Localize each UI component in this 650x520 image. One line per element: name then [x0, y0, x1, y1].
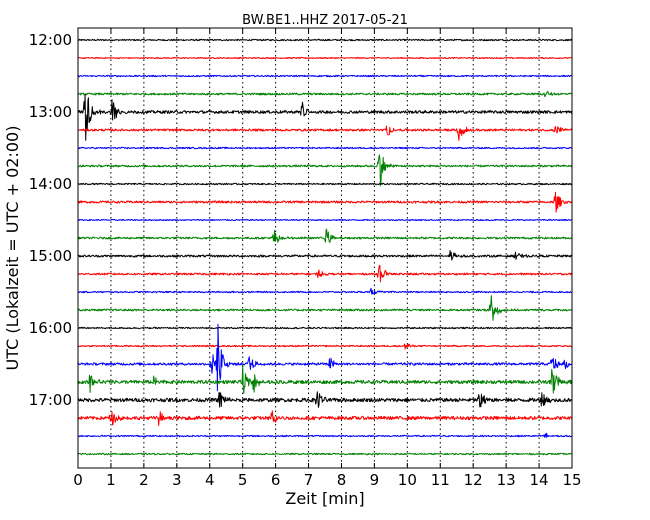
- trace-row-1230: [77, 74, 573, 78]
- trace-row-1515: [77, 265, 573, 283]
- trace-row-1745: [77, 452, 573, 456]
- trace-row-1600: [77, 326, 573, 330]
- trace-row-1645: [77, 364, 573, 394]
- x-tick-label: 11: [431, 471, 450, 489]
- trace-row-1345: [77, 154, 573, 187]
- y-tick-label: 15:00: [29, 247, 72, 265]
- x-axis-label: Zeit [min]: [285, 489, 364, 508]
- trace-row-1315: [77, 125, 573, 141]
- y-tick-label: 13:00: [29, 103, 72, 121]
- trace-row-1630: [77, 323, 573, 392]
- x-tick-label: 12: [464, 471, 483, 489]
- trace-row-1730: [78, 432, 573, 438]
- x-tick-label: 10: [398, 471, 417, 489]
- trace-row-1300: [77, 94, 573, 141]
- trace-row-1215: [77, 56, 573, 60]
- y-tick-label: 16:00: [29, 319, 72, 337]
- y-tick-label: 17:00: [29, 391, 72, 409]
- trace-row-1545: [77, 295, 573, 321]
- x-tick-label: 15: [562, 471, 581, 489]
- x-tick-label: 4: [205, 471, 215, 489]
- x-tick-label: 8: [337, 471, 347, 489]
- trace-row-1615: [77, 343, 573, 350]
- x-tick-label: 13: [497, 471, 516, 489]
- trace-row-1200: [77, 38, 573, 42]
- grid-layer: [110, 28, 540, 468]
- plot-frame: [77, 27, 573, 469]
- x-tick-label: 7: [304, 471, 314, 489]
- x-tick-label: 14: [530, 471, 549, 489]
- trace-row-1430: [77, 218, 573, 222]
- chart-title: BW.BE1..HHZ 2017-05-21: [242, 13, 408, 28]
- traces-layer: [77, 38, 573, 456]
- x-tick-label: 2: [139, 471, 149, 489]
- trace-row-1400: [78, 182, 573, 186]
- x-tick-label: 0: [73, 471, 83, 489]
- trace-row-1445: [77, 228, 572, 243]
- x-tick-label: 9: [370, 471, 380, 489]
- trace-row-1330: [77, 146, 573, 150]
- x-tick-label: 6: [271, 471, 281, 489]
- trace-row-1415: [77, 191, 573, 213]
- x-tick-label: 5: [238, 471, 248, 489]
- trace-row-1245: [77, 90, 573, 97]
- trace-row-1500: [77, 250, 573, 261]
- x-axis: 0 1 2 3 4 5 6 7 8 9 10 11 12 13 14 15: [73, 28, 582, 489]
- x-tick-label: 3: [172, 471, 182, 489]
- x-tick-label: 1: [106, 471, 116, 489]
- y-axis: 12:00 13:00 14:00 15:00 16:00 17:00: [29, 31, 572, 409]
- trace-row-1715: [77, 410, 573, 426]
- y-tick-label: 12:00: [29, 31, 72, 49]
- y-axis-label: UTC (Lokalzeit = UTC + 02:00): [3, 126, 22, 371]
- trace-row-1700: [77, 391, 573, 408]
- trace-row-1530: [77, 287, 573, 295]
- y-tick-label: 14:00: [29, 175, 72, 193]
